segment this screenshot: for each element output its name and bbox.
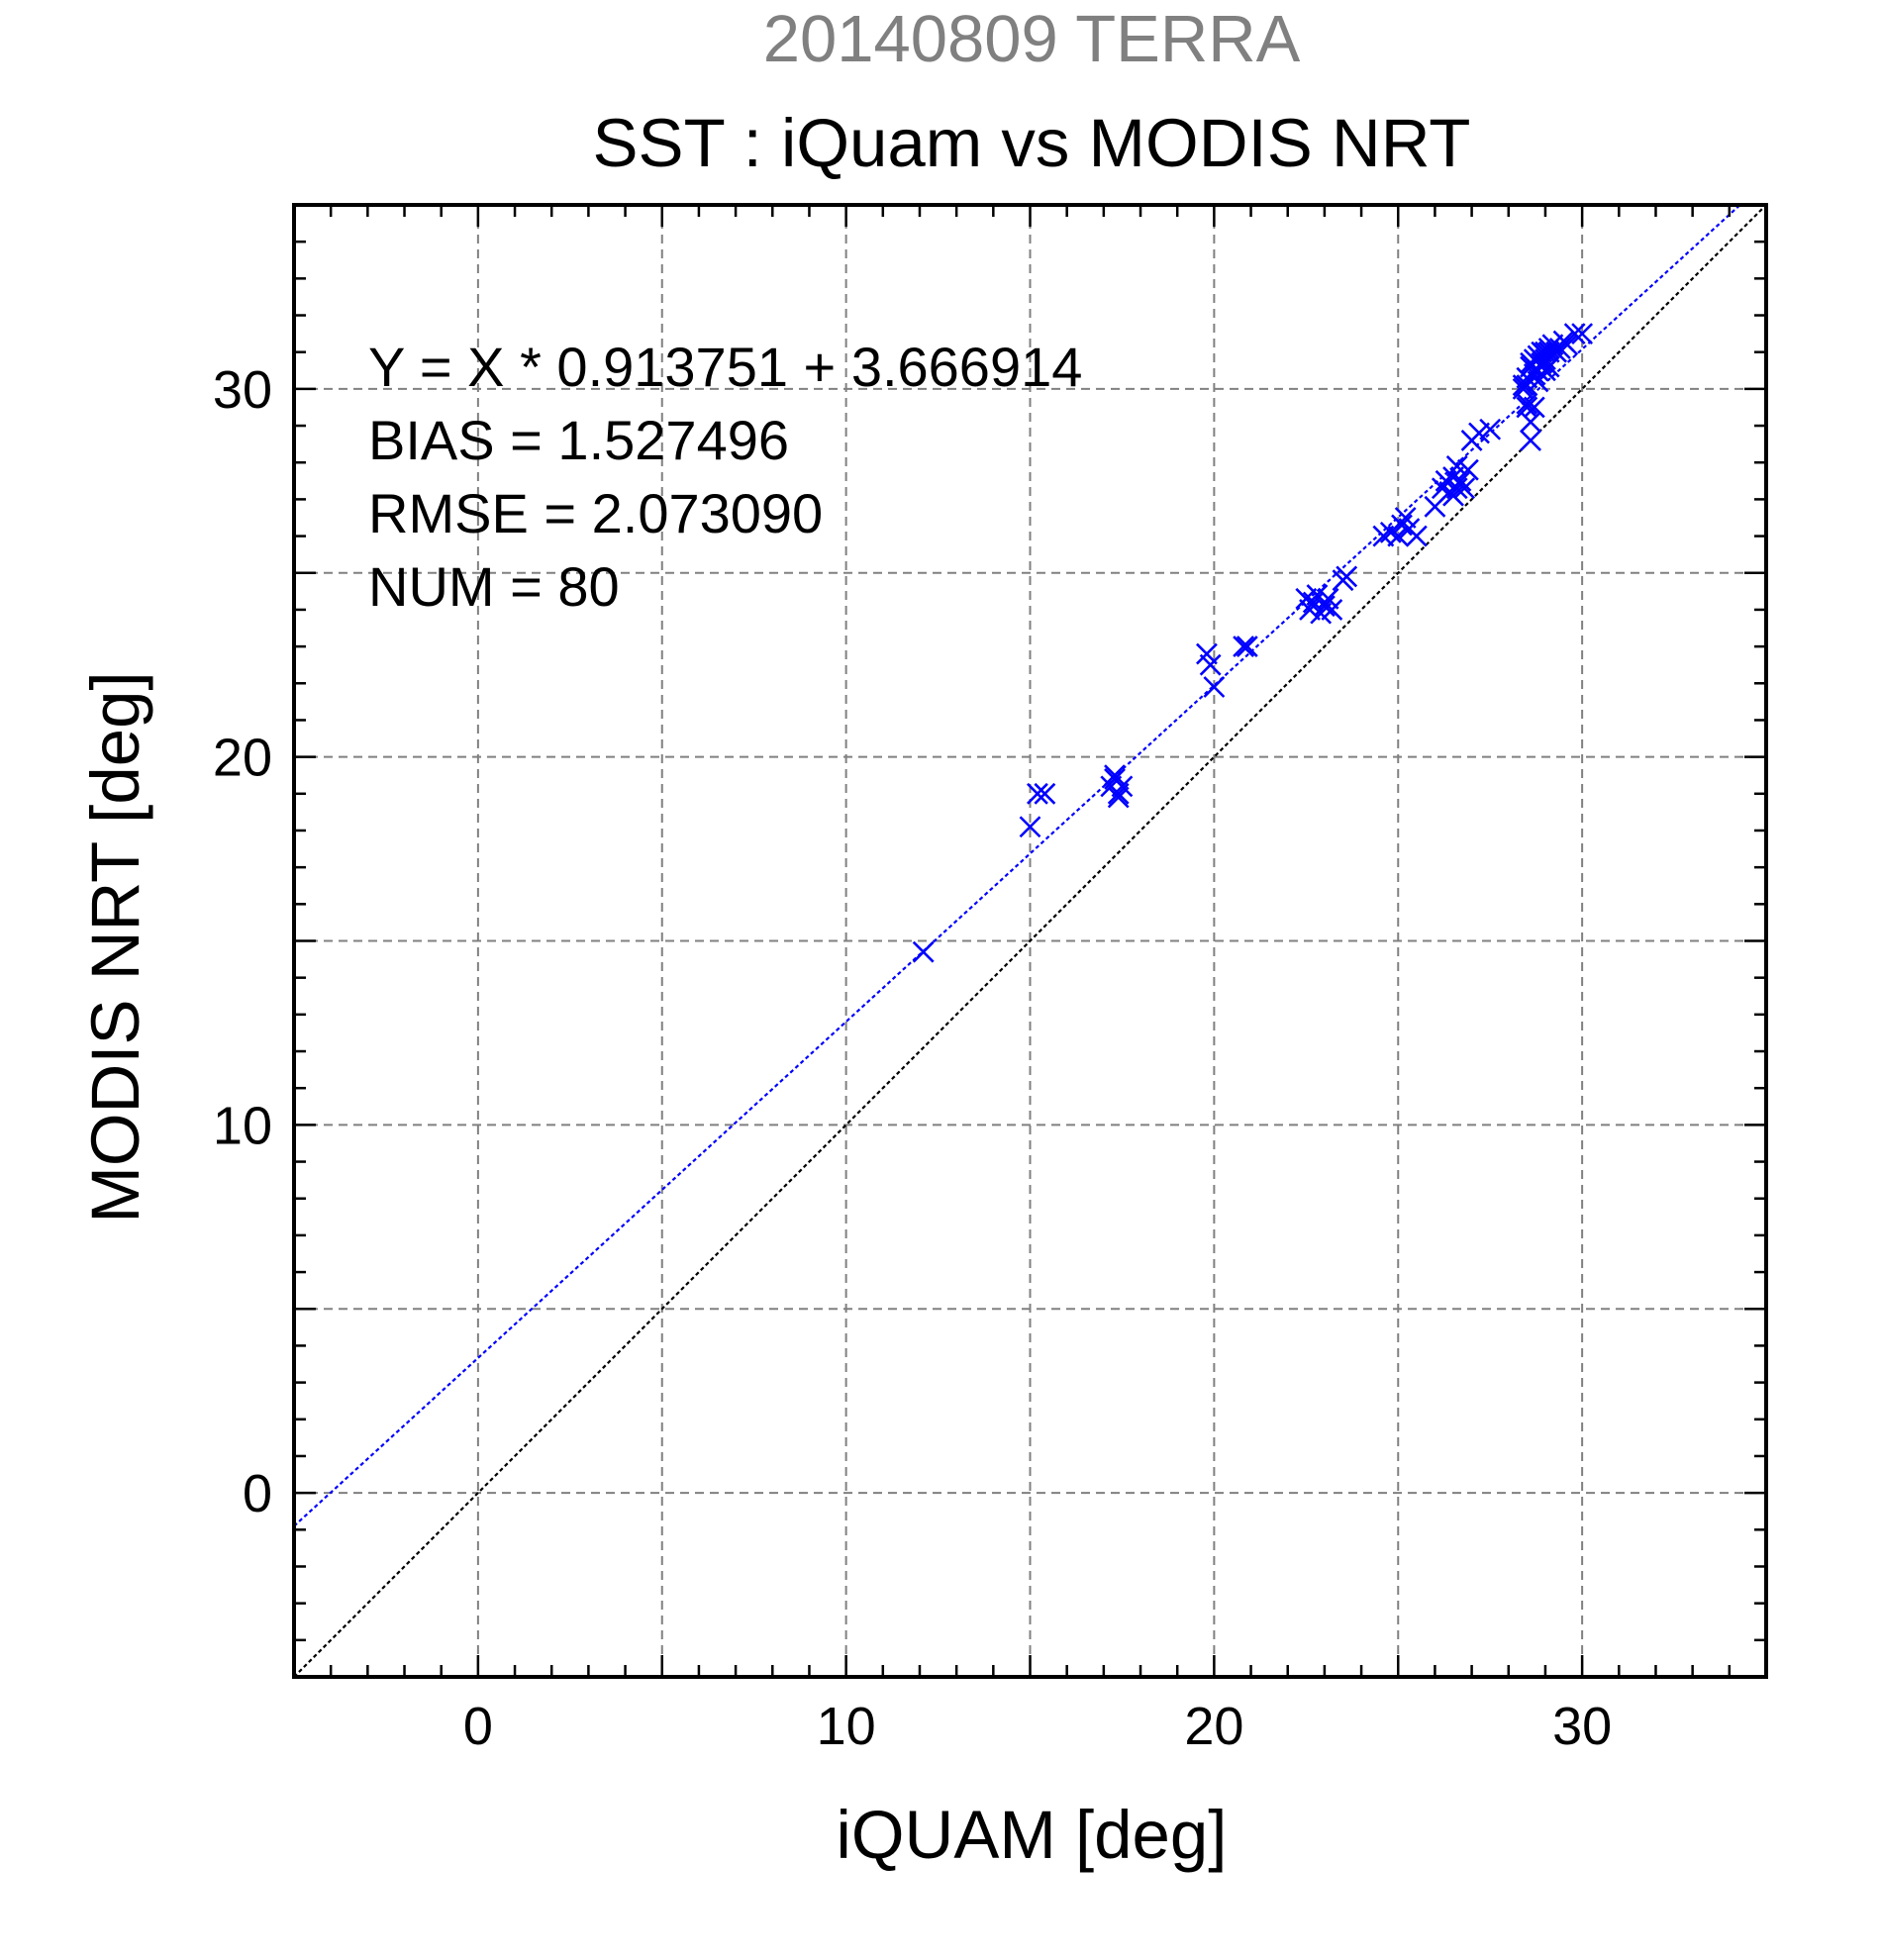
x-tick-label: 20 — [1184, 1697, 1243, 1756]
tick-labels: 0 10 20 30 0 10 20 30 — [213, 360, 1612, 1756]
chart-title-date: 20140809 TERRA — [763, 2, 1301, 76]
stats-bias: BIAS = 1.527496 — [368, 409, 789, 471]
data-point — [1456, 458, 1479, 481]
grid-lines — [294, 205, 1766, 1677]
stats-equation: Y = X * 0.913751 + 3.666914 — [368, 336, 1082, 398]
data-point — [1391, 514, 1413, 537]
data-point — [1313, 595, 1336, 618]
data-point — [1107, 782, 1130, 805]
data-point — [1516, 392, 1538, 415]
data-point — [1527, 359, 1549, 382]
stats-box: Y = X * 0.913751 + 3.666914 BIAS = 1.527… — [368, 336, 1082, 618]
data-point — [1336, 565, 1358, 588]
data-point — [1405, 525, 1428, 547]
data-point — [1019, 816, 1041, 838]
data-point — [1445, 477, 1468, 500]
data-point — [1199, 653, 1222, 676]
data-point — [1034, 782, 1056, 805]
y-tick-label: 20 — [213, 729, 272, 788]
data-point — [1479, 418, 1502, 441]
x-tick-label: 0 — [463, 1697, 493, 1756]
data-point — [1233, 636, 1255, 658]
x-tick-label: 10 — [817, 1697, 876, 1756]
data-point — [1442, 484, 1464, 507]
data-point — [1520, 411, 1541, 434]
data-point — [1236, 636, 1258, 658]
plot-frame — [292, 203, 1768, 1679]
data-point — [912, 940, 935, 963]
y-tick-label: 0 — [243, 1464, 272, 1523]
data-point — [1571, 323, 1594, 345]
chart-title: SST : iQuam vs MODIS NRT — [593, 105, 1471, 181]
x-axis-label: iQUAM [deg] — [837, 1797, 1228, 1873]
data-point — [1556, 334, 1579, 356]
y-tick-label: 30 — [213, 360, 272, 420]
data-point — [1027, 782, 1048, 805]
data-points — [912, 323, 1594, 963]
x-tick-label: 30 — [1552, 1697, 1612, 1756]
data-point — [1527, 370, 1549, 393]
data-point — [1520, 430, 1541, 451]
stats-rmse: RMSE = 2.073090 — [368, 482, 823, 544]
data-point — [1453, 477, 1476, 500]
data-point — [1321, 599, 1343, 621]
data-point — [1104, 764, 1126, 787]
data-point — [1203, 676, 1226, 698]
data-point — [1531, 351, 1553, 374]
data-point — [1516, 396, 1538, 419]
data-point — [1104, 768, 1126, 790]
y-tick-label: 10 — [213, 1096, 272, 1155]
data-point — [1523, 396, 1545, 419]
stats-num: NUM = 80 — [368, 555, 620, 618]
y-axis-label: MODIS NRT [deg] — [77, 671, 153, 1223]
data-point — [1563, 323, 1586, 345]
data-point — [1449, 469, 1472, 492]
